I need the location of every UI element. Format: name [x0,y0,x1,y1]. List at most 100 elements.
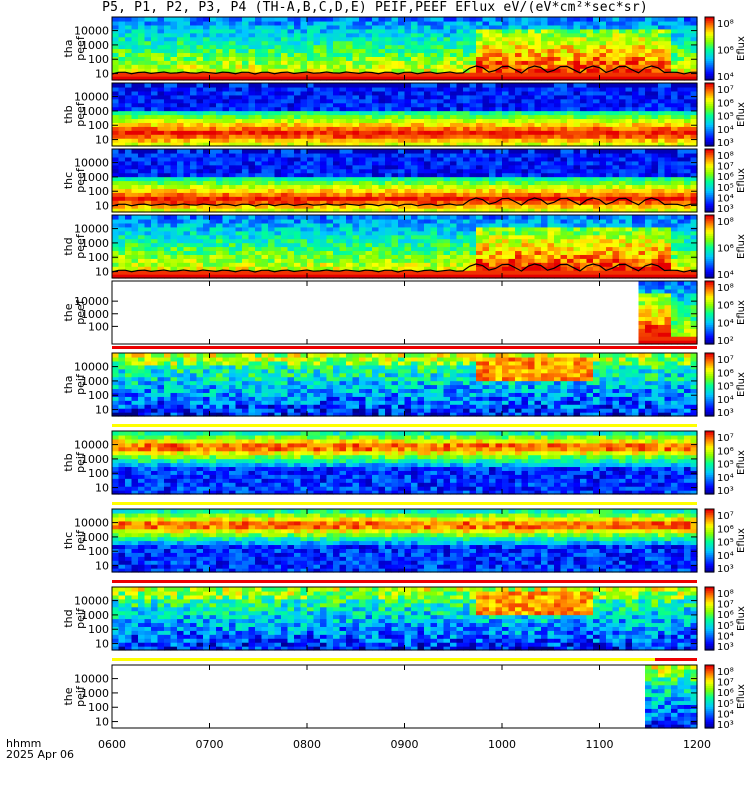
heatmap-cell [411,196,419,201]
heatmap-cell [183,102,191,108]
heatmap-cell [170,40,178,46]
heatmap-cell [528,188,536,193]
heatmap-cell [417,17,425,22]
heatmap-cell [229,172,237,178]
heatmap-cell [391,180,399,186]
heatmap-cell [372,48,380,54]
heatmap-cell [476,106,484,112]
heatmap-cell [281,20,289,26]
heatmap-cell [502,160,510,166]
heatmap-cell [658,134,666,139]
heatmap-cell [274,98,282,104]
heatmap-cell [437,20,445,26]
heatmap-cell [482,32,490,38]
heatmap-cell [216,246,224,252]
heatmap-cell [450,94,458,100]
heatmap-cell [190,204,198,209]
heatmap-cell [346,98,354,104]
heatmap-cell [671,52,679,57]
colorbar-tick-label: 10⁵ [717,183,734,194]
heatmap-cell [573,76,581,81]
heatmap-cell [170,172,178,178]
heatmap-cell [593,188,601,193]
heatmap-cell [125,246,133,252]
colorbar-step [705,46,714,50]
heatmap-cell [690,110,698,116]
heatmap-cell [326,106,334,112]
heatmap-cell [294,36,302,42]
heatmap-cell [268,122,276,127]
heatmap-cell [352,48,360,54]
heatmap-cell [430,180,438,186]
heatmap-cell [612,106,620,112]
heatmap-cell [450,28,458,34]
heatmap-cell [632,118,640,123]
heatmap-cell [346,40,354,46]
heatmap-cell [411,200,419,205]
heatmap-cell [183,250,191,255]
heatmap-cell [651,114,659,120]
heatmap-cell [144,188,152,193]
heatmap-cell [222,60,230,65]
heatmap-cell [151,242,159,248]
heatmap-cell [424,32,432,38]
heatmap-cell [138,270,146,275]
heatmap-cell [157,160,165,166]
heatmap-cell [495,176,503,182]
heatmap-cell [502,94,510,100]
heatmap-cell [216,130,224,135]
heatmap-cell [619,52,627,57]
heatmap-cell [248,36,256,42]
heatmap-cell [287,60,295,65]
heatmap-cell [203,98,211,104]
colorbar-step [705,110,714,113]
heatmap-cell [112,138,120,143]
heatmap-cell [151,118,159,123]
heatmap-cell [612,44,620,50]
heatmap-cell [352,114,360,120]
heatmap-cell [235,230,243,236]
heatmap-cell [287,48,295,54]
heatmap-cell [177,218,185,224]
heatmap-cell [541,40,549,46]
heatmap-cell [456,60,464,65]
heatmap-cell [196,230,204,236]
heatmap-cell [547,72,555,77]
heatmap-cell [586,188,594,193]
heatmap-cell [619,72,627,77]
heatmap-cell [203,215,211,220]
heatmap-cell [333,83,341,88]
heatmap-cell [151,90,159,96]
heatmap-cell [144,222,152,228]
heatmap-cell [326,200,334,205]
heatmap-cell [612,168,620,174]
heatmap-cell [398,102,406,108]
heatmap-cell [651,56,659,61]
heatmap-cell [586,152,594,158]
heatmap-cell [398,138,406,143]
heatmap-cell [443,98,451,104]
heatmap-cell [229,72,237,77]
heatmap-cell [131,258,139,263]
heatmap-cell [177,215,185,220]
heatmap-cell [229,118,237,123]
heatmap-cell [157,122,165,127]
heatmap-cell [521,52,529,57]
heatmap-cell [560,160,568,166]
heatmap-cell [372,192,380,197]
heatmap-cell [222,218,230,224]
heatmap-cell [125,36,133,42]
heatmap-cell [443,118,451,123]
heatmap-cell [346,44,354,50]
heatmap-cell [281,17,289,22]
heatmap-cell [567,24,575,30]
heatmap-cell [372,168,380,174]
heatmap-cell [326,83,334,88]
heatmap-cell [528,28,536,34]
heatmap-cell [196,188,204,193]
heatmap-cell [495,208,503,213]
heatmap-cell [515,152,523,158]
heatmap-cell [300,56,308,61]
heatmap-cell [359,90,367,96]
heatmap-cell [222,222,230,228]
